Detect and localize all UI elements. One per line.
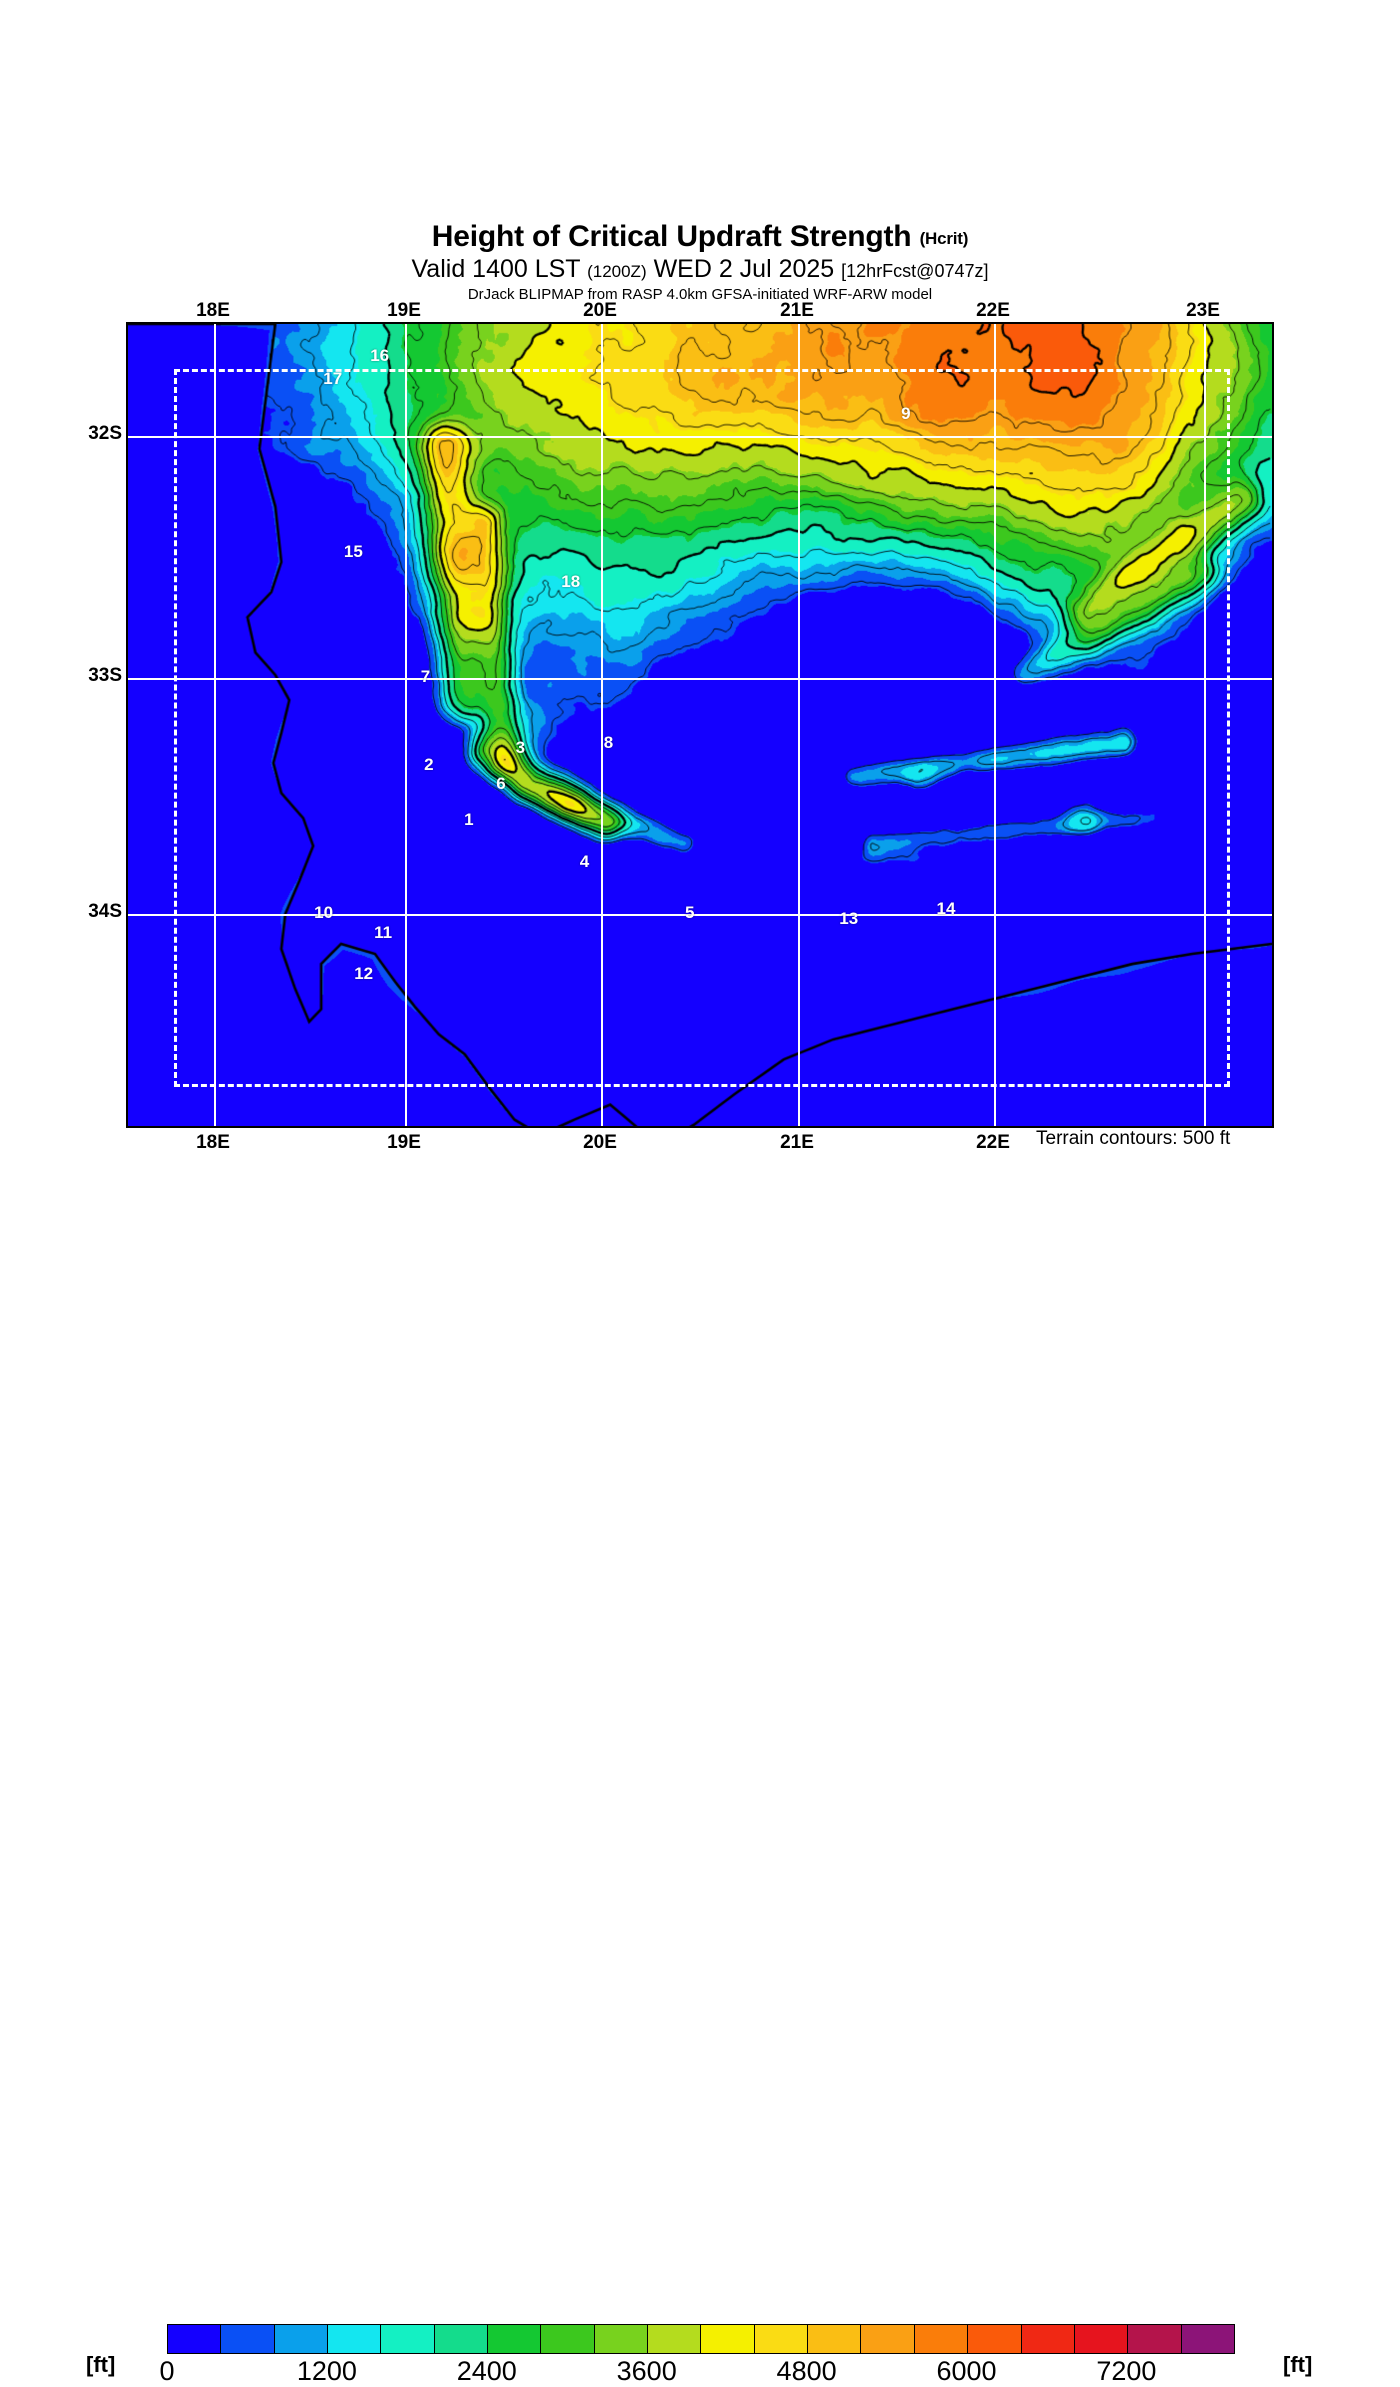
colorbar-swatch-16 [1021, 2325, 1075, 2353]
valid-zulu: (1200Z) [587, 262, 647, 281]
lat-tick-left-1: 33S [88, 665, 122, 686]
title-block: Height of Critical Updraft Strength (Hcr… [0, 222, 1400, 303]
lon-tick-top-4: 22E [976, 300, 1010, 321]
lon-tick-top-5: 23E [1186, 300, 1220, 321]
colorbar-swatch-12 [808, 2325, 862, 2353]
forecast-tag: [12hrFcst@0747z] [841, 261, 989, 281]
colorbar-swatch-14 [914, 2325, 969, 2353]
colorbar-swatch-13 [861, 2325, 915, 2353]
colorbar-swatch-9 [648, 2325, 702, 2353]
colorbar-legend: [ft] [ft] 0 1200 2400 3600 4800 6000 7200 [0, 1160, 1400, 2386]
colorbar-swatch-10 [701, 2325, 755, 2353]
forecast-map[interactable]: 1 2 3 4 5 6 7 8 9 10 11 12 13 14 15 16 17 18 [126, 322, 1274, 1128]
colorbar-label-6000: 6000 [936, 2356, 997, 2386]
colorbar-swatch-18 [1128, 2325, 1182, 2353]
lat-tick-left-0: 32S [88, 423, 122, 444]
colorbar-swatch-5 [434, 2325, 489, 2353]
blipmap-page: Height of Critical Updraft Strength (Hcr… [0, 221, 1400, 2386]
lon-tick-bot-4: 22E [976, 1132, 1010, 1153]
colorbar-swatch-4 [381, 2325, 435, 2353]
title-suffix: (Hcrit) [919, 229, 969, 248]
model-source-line: DrJack BLIPMAP from RASP 4.0km GFSA-init… [467, 285, 933, 303]
colorbar-label-1200: 1200 [296, 2356, 357, 2386]
lat-tick-left-2: 34S [88, 901, 122, 922]
colorbar-swatch-8 [594, 2325, 649, 2353]
lon-tick-bot-0: 18E [196, 1132, 230, 1153]
lon-tick-top-0: 18E [196, 300, 230, 321]
colorbar-swatch-11 [754, 2325, 809, 2353]
colorbar-unit-right: [ft] [1283, 2352, 1313, 2377]
colorbar-swatch-1 [221, 2325, 275, 2353]
lon-tick-top-3: 21E [780, 300, 814, 321]
valid-time-line: Valid 1400 LST (1200Z) WED 2 Jul 2025 [1… [0, 255, 1400, 284]
lon-tick-top-1: 19E [387, 300, 421, 321]
page-title: Height of Critical Updraft Strength (Hcr… [0, 222, 1400, 252]
valid-date: WED 2 Jul 2025 [653, 255, 835, 283]
colorbar-swatch-19 [1181, 2325, 1234, 2353]
lon-tick-bot-2: 20E [583, 1132, 617, 1153]
colorbar-swatch-15 [968, 2325, 1022, 2353]
colorbar-swatch-2 [274, 2325, 329, 2353]
colorbar-swatch-0 [168, 2325, 222, 2353]
colorbar-label-4800: 4800 [776, 2356, 837, 2386]
colorbar-label-7200: 7200 [1096, 2356, 1157, 2386]
colorbar-label-0: 0 [159, 2356, 175, 2386]
lon-tick-bot-1: 19E [387, 1132, 421, 1153]
colorbar-swatch-3 [328, 2325, 382, 2353]
lon-tick-top-2: 20E [583, 300, 617, 321]
colorbar-swatch-6 [488, 2325, 542, 2353]
colorbar-label-3600: 3600 [616, 2356, 677, 2386]
map-raster [128, 324, 1272, 1126]
terrain-contour-note: Terrain contours: 500 ft [1036, 1128, 1231, 1149]
title-text: Height of Critical Updraft Strength [431, 220, 912, 253]
colorbar-swatch-7 [541, 2325, 595, 2353]
colorbar-label-2400: 2400 [456, 2356, 517, 2386]
colorbar-unit-left: [ft] [86, 2352, 116, 2377]
colorbar-swatch-17 [1074, 2325, 1129, 2353]
lon-tick-bot-3: 21E [780, 1132, 814, 1153]
colorbar-swatches [167, 2324, 1235, 2354]
valid-prefix: Valid 1400 LST [411, 255, 581, 283]
